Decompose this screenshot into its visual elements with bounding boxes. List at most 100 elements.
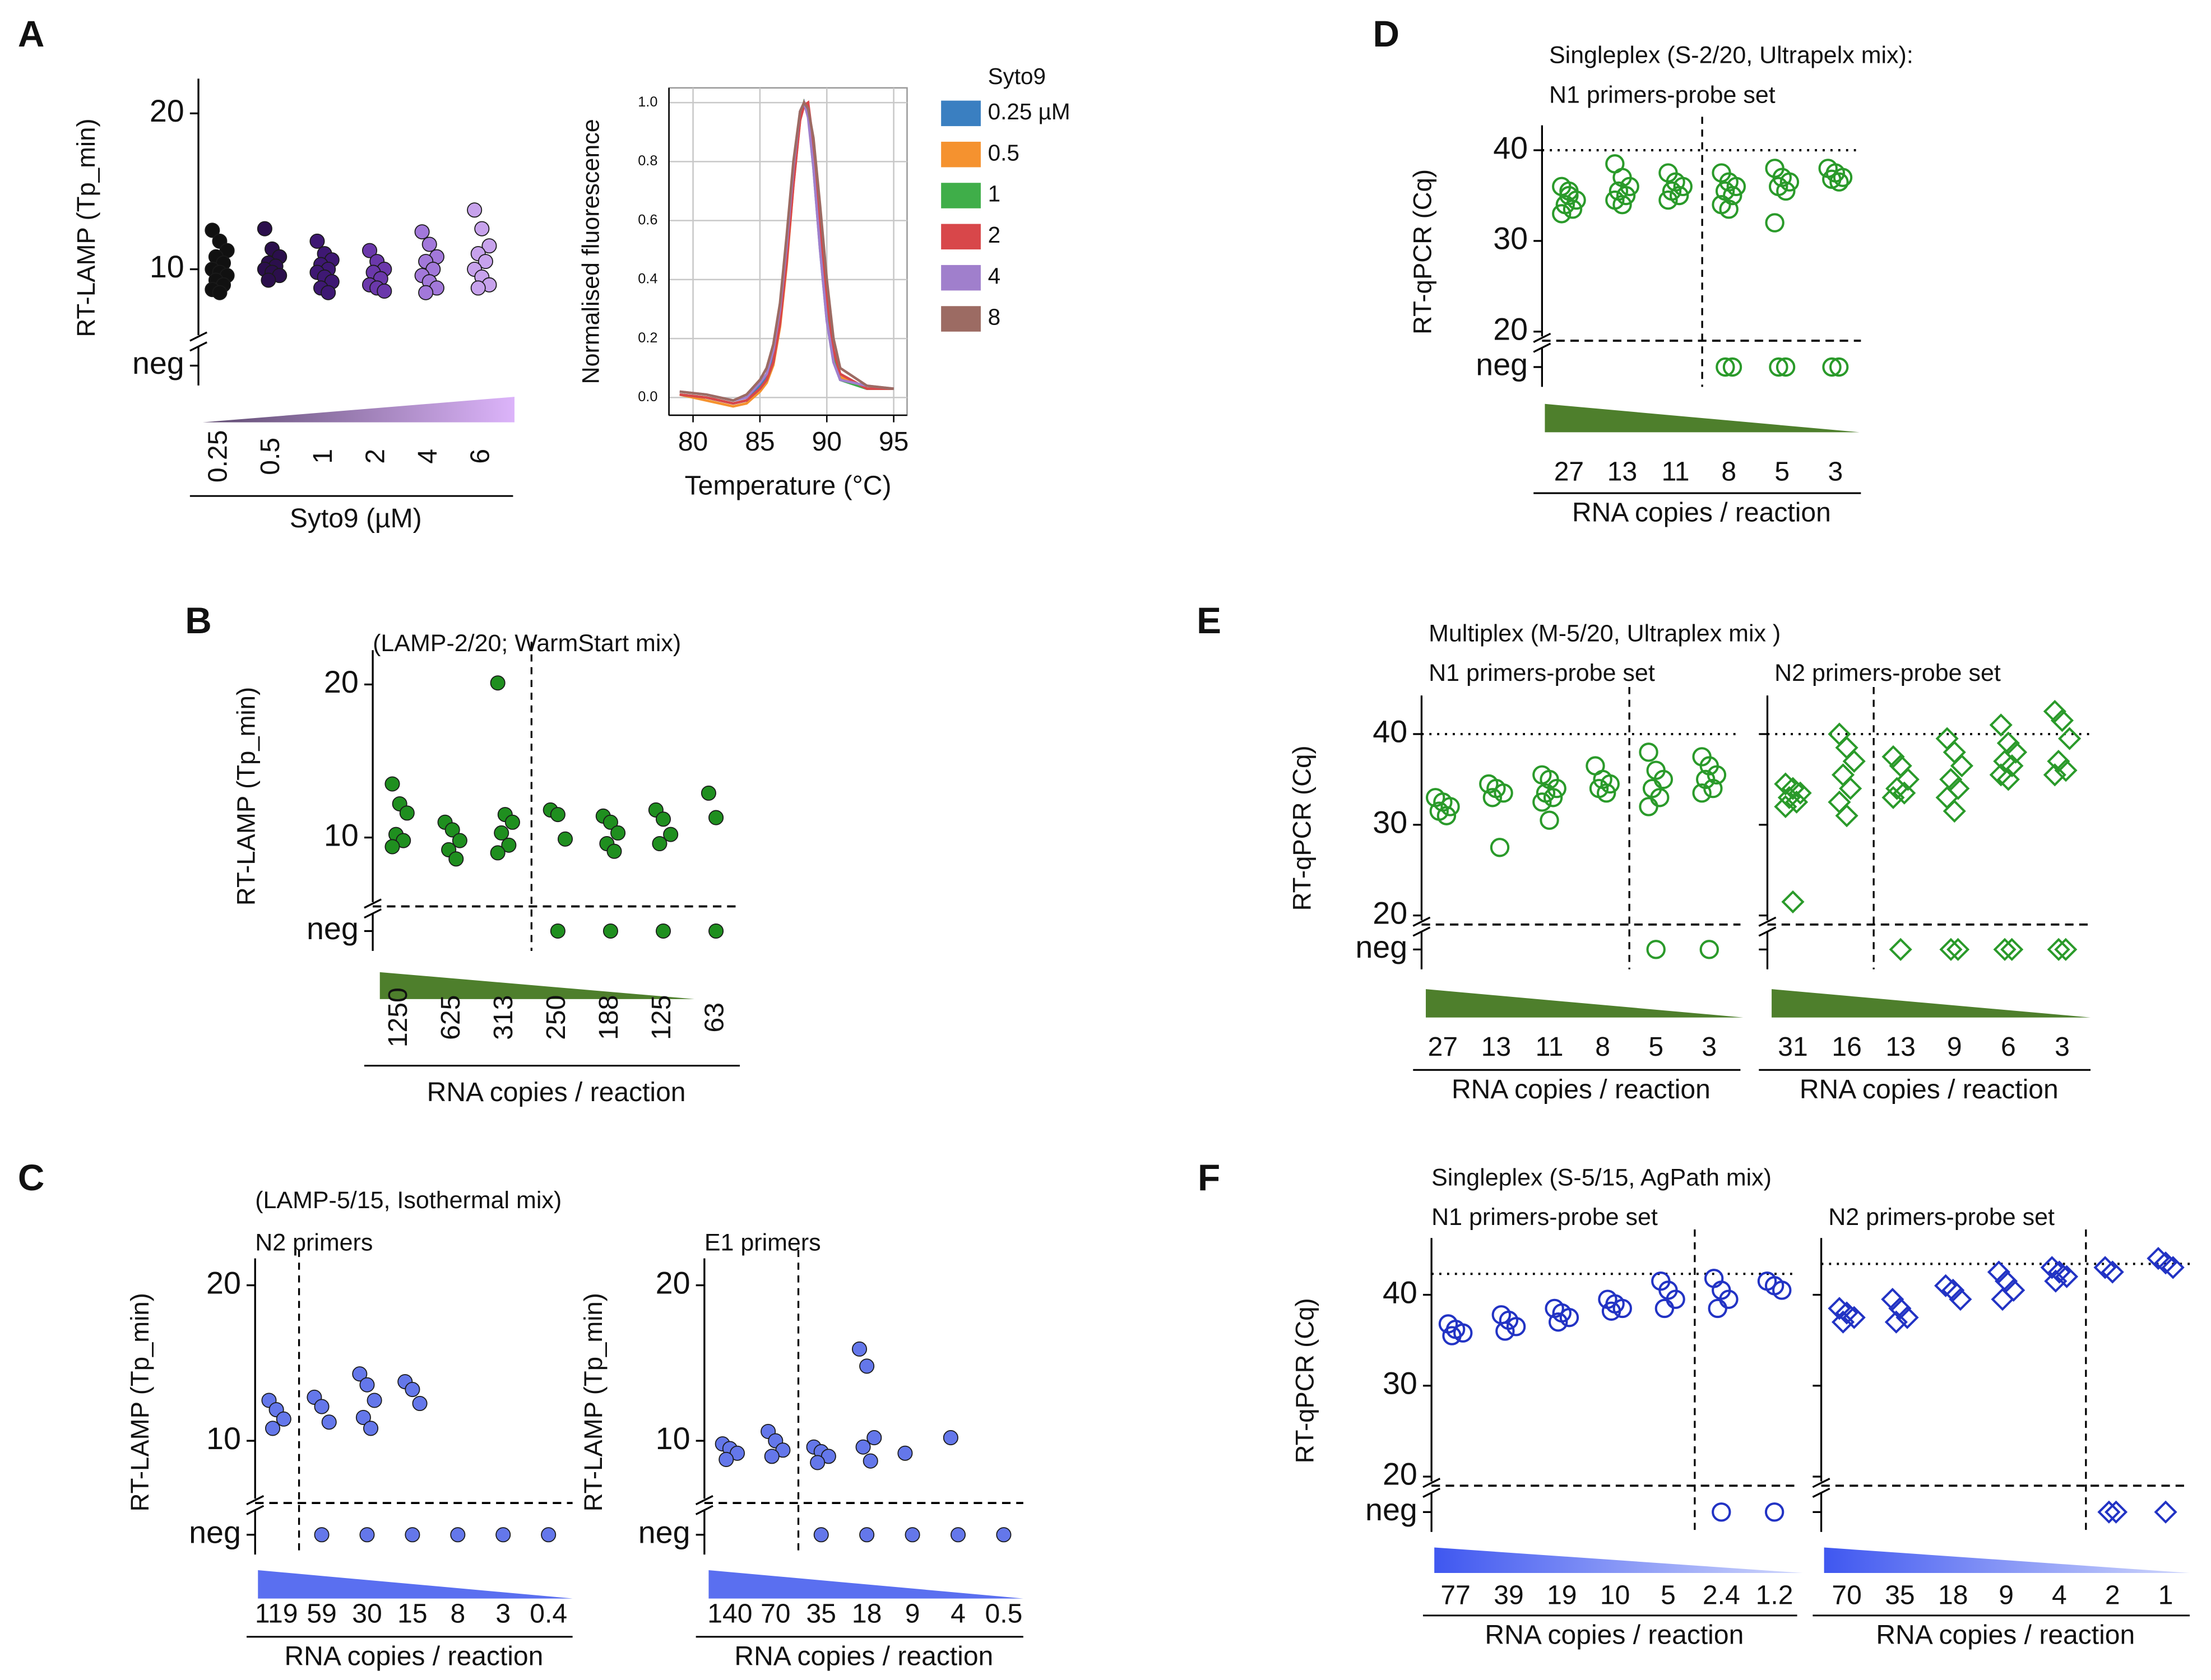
panel-letter: B <box>185 600 211 641</box>
neg-label: neg <box>132 346 184 380</box>
data-point <box>261 272 276 288</box>
x-tick-label: 90 <box>812 427 842 457</box>
x-tick-label: 1250 <box>383 987 413 1047</box>
data-point <box>1616 185 1636 206</box>
x-tick-label: 77 <box>1440 1581 1470 1611</box>
data-point <box>1669 185 1689 206</box>
y-tick-label: 20 <box>324 665 359 699</box>
x-tick-label: 27 <box>1428 1032 1458 1062</box>
data-point <box>663 827 679 842</box>
data-point <box>1779 172 1800 192</box>
data-point <box>1835 804 1858 828</box>
neg-point <box>495 1527 511 1543</box>
data-point <box>1996 731 2020 755</box>
x-tick-label: 15 <box>397 1599 427 1629</box>
axis-break <box>246 1495 265 1506</box>
x-tick-label: 125 <box>647 995 676 1040</box>
y-axis-label: Normalised fluorescence <box>577 119 604 384</box>
data-point <box>1785 790 1809 814</box>
x-tick-label: 6 <box>465 449 495 464</box>
x-tick-label: 625 <box>436 995 466 1040</box>
data-point <box>1692 783 1712 803</box>
chart-subtitle: N1 primers-probe set <box>1431 1204 1658 1231</box>
axis-break <box>1412 916 1431 927</box>
data-point <box>859 1358 875 1374</box>
neg-point <box>859 1527 875 1543</box>
data-point <box>1893 781 1916 805</box>
neg-point <box>1829 357 1849 377</box>
data-point <box>384 776 400 792</box>
data-point <box>2055 1265 2079 1288</box>
data-point <box>452 833 467 848</box>
x-tick-label: 35 <box>806 1599 836 1629</box>
data-point <box>1654 1298 1675 1319</box>
data-point <box>2054 759 2078 782</box>
x-tick-label: 3 <box>2055 1032 2070 1062</box>
neg-point <box>2047 938 2070 961</box>
neg-point <box>550 923 566 939</box>
y-axis-label: RT-LAMP (Tp_min) <box>232 687 261 906</box>
dilution-wedge <box>202 397 514 423</box>
x-axis-label: RNA copies / reaction <box>1485 1621 1744 1650</box>
data-point <box>2043 763 2066 787</box>
x-tick-label: 27 <box>1554 457 1584 486</box>
data-point <box>708 810 724 825</box>
x-tick-label: 5 <box>1648 1032 1663 1062</box>
data-point <box>764 1449 780 1464</box>
data-point <box>2101 1260 2124 1284</box>
chart-title: Singleplex (S-5/15, AgPath mix) <box>1431 1164 1772 1191</box>
x-tick-label: 95 <box>879 427 908 457</box>
neg-point <box>2054 938 2078 961</box>
data-point <box>1506 1317 1526 1336</box>
x-tick-label: 11 <box>1662 457 1690 486</box>
panel-letter: C <box>18 1157 44 1198</box>
neg-label: neg <box>307 911 359 946</box>
data-point <box>1559 1307 1579 1328</box>
y-tick-label: 10 <box>206 1421 241 1456</box>
dilution-wedge <box>1772 989 2091 1018</box>
x-tick-label: 2.4 <box>1703 1581 1740 1611</box>
data-point <box>421 236 437 252</box>
data-point <box>405 1382 420 1398</box>
x-tick-label: 3 <box>495 1599 511 1629</box>
chart-title: (LAMP-5/15, Isothermal mix) <box>255 1187 562 1214</box>
x-tick-label: 1.2 <box>1756 1581 1793 1611</box>
x-tick-label: 5 <box>1774 457 1790 486</box>
axis-break <box>189 331 207 342</box>
data-point <box>474 221 490 236</box>
dilution-wedge <box>708 1570 1023 1599</box>
neg-point <box>1716 357 1735 377</box>
data-point <box>1596 783 1616 803</box>
chart-title: (LAMP-2/20; WarmStart mix) <box>373 630 681 657</box>
x-tick-label: 4 <box>413 449 443 464</box>
axis-break <box>695 1505 713 1515</box>
x-tick-label: 19 <box>1547 1581 1577 1611</box>
x-tick-label: 8 <box>1721 457 1736 486</box>
data-point <box>2043 699 2066 723</box>
x-tick-label: 3 <box>1828 457 1843 486</box>
data-point <box>2050 709 2074 732</box>
data-point <box>866 1430 882 1446</box>
data-point <box>314 1399 330 1414</box>
y-tick-label: 10 <box>324 818 359 852</box>
data-point <box>1888 1297 1912 1320</box>
data-point <box>897 1445 913 1461</box>
data-point <box>367 1393 382 1408</box>
data-point <box>1829 172 1849 192</box>
x-tick-label: 140 <box>707 1599 752 1629</box>
data-point <box>1673 177 1693 197</box>
data-point <box>448 851 464 867</box>
x-tick-label: 70 <box>1832 1581 1861 1611</box>
data-point <box>1989 713 2013 737</box>
data-point <box>602 814 618 830</box>
x-tick-label: 0.5 <box>256 438 285 475</box>
data-point <box>1788 781 1812 805</box>
y-tick-label: 20 <box>1383 1457 1417 1492</box>
x-tick-label: 18 <box>852 1599 882 1629</box>
data-point <box>1494 783 1513 803</box>
data-point <box>1774 795 1797 819</box>
data-point <box>494 825 509 841</box>
neg-label: neg <box>1365 1492 1417 1527</box>
panel-letter: D <box>1373 13 1399 54</box>
data-point <box>1776 181 1796 201</box>
